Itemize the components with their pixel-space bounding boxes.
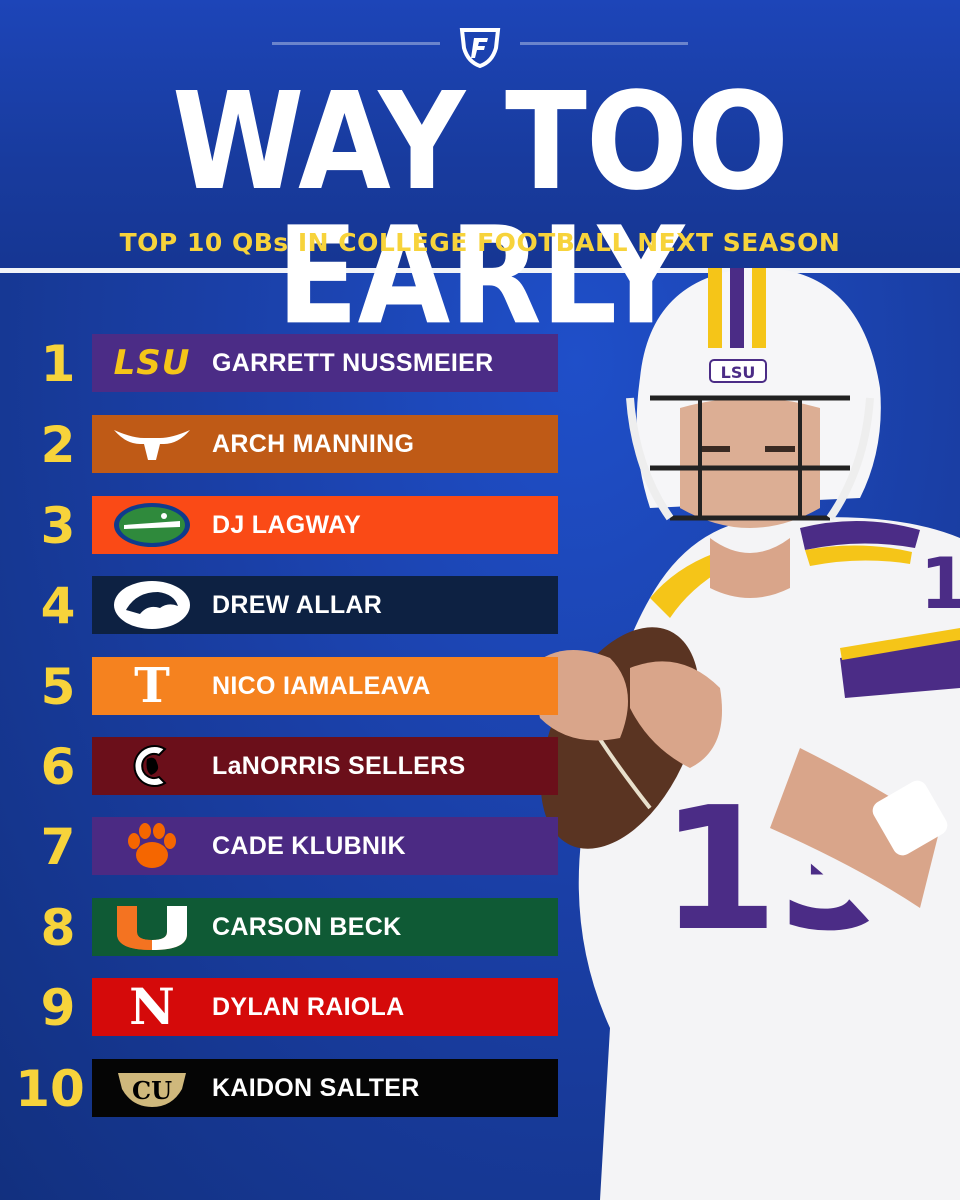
player-name: DJ LAGWAY xyxy=(212,510,362,539)
gator-icon xyxy=(92,496,212,554)
rank-number: 3 xyxy=(40,497,76,555)
ranking-row: T NICO IAMALEAVA xyxy=(92,657,558,715)
decorative-line-left xyxy=(272,42,440,45)
player-name: CARSON BECK xyxy=(212,912,402,941)
header-divider xyxy=(0,268,960,273)
rank-number: 6 xyxy=(40,738,76,796)
ranking-row: CADE KLUBNIK xyxy=(92,817,558,875)
player-name: ARCH MANNING xyxy=(212,429,415,458)
player-illustration: 13 13 LSU xyxy=(530,268,960,1200)
helmet-logo: LSU xyxy=(721,363,756,382)
colorado-logo: CU xyxy=(92,1059,212,1117)
player-name: GARRETT NUSSMEIER xyxy=(212,348,494,377)
ranking-row: N DYLAN RAIOLA xyxy=(92,978,558,1036)
rank-number: 8 xyxy=(40,899,76,957)
nittany-lion-icon xyxy=(92,576,212,634)
header-banner xyxy=(0,0,960,268)
page-title: WAY TOO EARLY xyxy=(172,64,789,355)
nebraska-logo: N xyxy=(129,977,175,1036)
tiger-paw-icon xyxy=(92,817,212,875)
ranking-row: ARCH MANNING xyxy=(92,415,558,473)
shoulder-number: 13 xyxy=(920,543,960,625)
ranking-row: DJ LAGWAY xyxy=(92,496,558,554)
ranking-row: LaNORRIS SELLERS xyxy=(92,737,558,795)
tennessee-logo: T xyxy=(134,658,170,714)
player-name: DYLAN RAIOLA xyxy=(212,992,405,1021)
rank-number: 7 xyxy=(40,818,76,876)
rank-number: 9 xyxy=(40,979,76,1037)
rank-number: 4 xyxy=(40,577,76,635)
rank-number: 1 xyxy=(40,335,76,393)
player-name: DREW ALLAR xyxy=(212,590,383,619)
fanduel-shield-icon xyxy=(459,28,501,68)
svg-text:CU: CU xyxy=(132,1076,172,1105)
lsu-logo: LSU xyxy=(113,343,191,383)
ranking-row: DREW ALLAR xyxy=(92,576,558,634)
player-name: KAIDON SALTER xyxy=(212,1073,420,1102)
miami-logo xyxy=(92,898,212,956)
decorative-line-right xyxy=(520,42,688,45)
player-name: NICO IAMALEAVA xyxy=(212,671,431,700)
player-name: CADE KLUBNIK xyxy=(212,831,406,860)
ranking-row: LSU GARRETT NUSSMEIER xyxy=(92,334,558,392)
player-name: LaNORRIS SELLERS xyxy=(212,751,466,780)
rank-number: 2 xyxy=(40,416,76,474)
page-subtitle: TOP 10 QBs IN COLLEGE FOOTBALL NEXT SEAS… xyxy=(119,228,841,257)
ranking-row: CARSON BECK xyxy=(92,898,558,956)
gamecock-icon xyxy=(92,737,212,795)
rank-number: 10 xyxy=(15,1060,85,1118)
longhorn-icon xyxy=(92,415,212,473)
rank-number: 5 xyxy=(40,658,76,716)
ranking-row: CU KAIDON SALTER xyxy=(92,1059,558,1117)
